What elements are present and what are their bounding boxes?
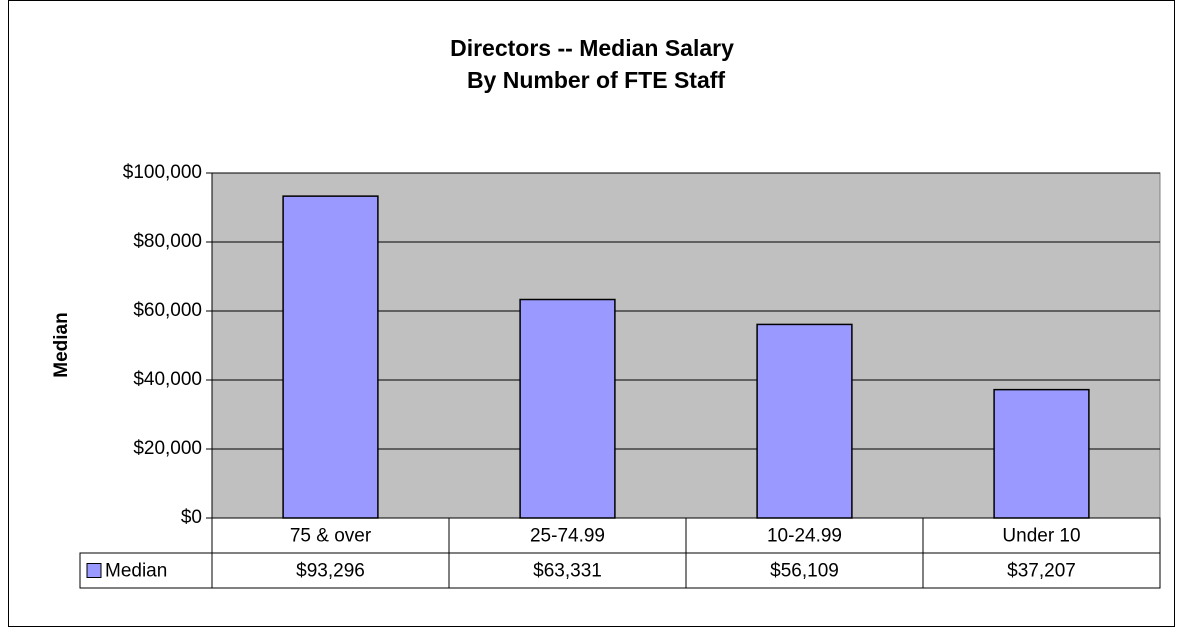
legend-label: Median [105,561,167,582]
y-tick-label: $100,000 [123,162,202,183]
y-tick-label: $0 [181,507,202,528]
x-tick-label: 10-24.99 [767,526,842,547]
x-tick-label: Under 10 [1002,526,1080,547]
table-value: $56,109 [770,561,839,582]
table-value: $37,207 [1007,561,1076,582]
table-value: $93,296 [296,561,365,582]
table-row [79,552,1161,589]
bar [282,195,379,519]
x-tick-label: 25-74.99 [530,526,605,547]
bar [519,298,616,519]
y-tick-label: $60,000 [133,300,202,321]
bar [756,323,853,519]
y-tick-label: $80,000 [133,231,202,252]
chart-title: Directors -- Median Salary [450,35,734,61]
y-tick-label: $20,000 [133,438,202,459]
table-value: $63,331 [533,561,602,582]
y-tick-label: $40,000 [133,369,202,390]
bar [993,388,1090,519]
chart-subtitle: By Number of FTE Staff [467,67,725,93]
y-axis-label: Median [51,312,72,377]
legend-swatch [86,563,102,578]
x-tick-label: 75 & over [290,526,372,547]
